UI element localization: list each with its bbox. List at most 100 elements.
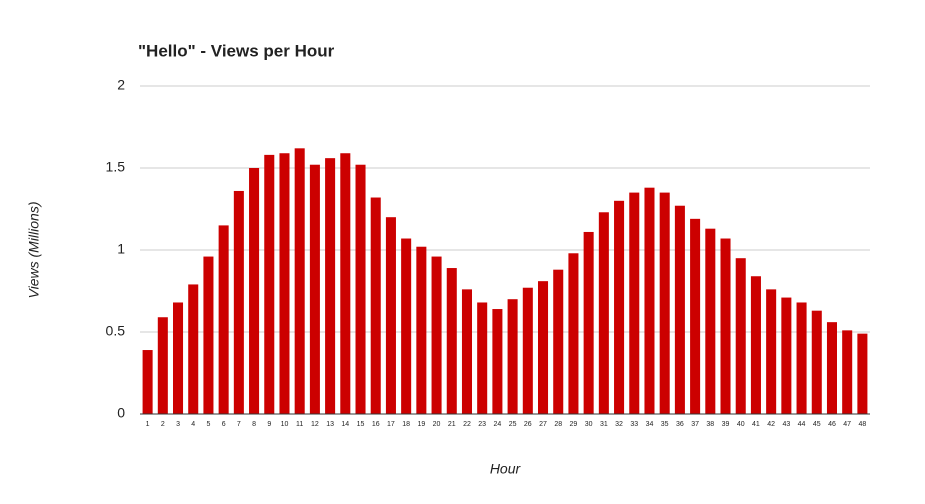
- x-tick-label: 13: [326, 421, 334, 428]
- x-tick-label: 28: [554, 421, 562, 428]
- bar: [492, 309, 503, 414]
- y-tick-label: 0: [117, 405, 125, 421]
- x-tick-label: 34: [646, 421, 654, 428]
- x-tick-label: 7: [237, 421, 241, 428]
- bar: [264, 154, 275, 414]
- bar: [568, 253, 579, 414]
- bar: [583, 231, 594, 414]
- bar: [188, 284, 199, 414]
- x-tick-label: 18: [402, 421, 410, 428]
- x-tick-label: 37: [691, 421, 699, 428]
- bar: [644, 187, 655, 414]
- x-tick-label: 27: [539, 421, 547, 428]
- bar: [614, 200, 625, 414]
- x-tick-label: 35: [661, 421, 669, 428]
- x-tick-label: 36: [676, 421, 684, 428]
- bar: [279, 153, 290, 415]
- x-tick-label: 47: [843, 421, 851, 428]
- bar: [659, 192, 670, 414]
- bar: [203, 256, 214, 414]
- x-tick-label: 4: [191, 421, 195, 428]
- x-tick-label: 41: [752, 421, 760, 428]
- bar: [811, 310, 822, 414]
- bar: [705, 228, 716, 414]
- bar: [796, 302, 807, 414]
- bar: [416, 246, 427, 414]
- x-tick-label: 29: [570, 421, 578, 428]
- x-tick-label: 39: [722, 421, 730, 428]
- bar: [598, 212, 609, 414]
- bar: [477, 302, 488, 414]
- x-tick-label: 31: [600, 421, 608, 428]
- x-tick-label: 33: [630, 421, 638, 428]
- bar: [233, 190, 244, 414]
- bar: [674, 205, 685, 414]
- bar: [857, 333, 868, 414]
- x-tick-label: 9: [267, 421, 271, 428]
- bar: [157, 317, 168, 414]
- x-tick-label: 24: [493, 421, 501, 428]
- y-tick-label: 1.5: [106, 159, 126, 175]
- bar: [294, 148, 305, 414]
- x-tick-label: 20: [433, 421, 441, 428]
- x-tick-label: 22: [463, 421, 471, 428]
- bar: [218, 225, 229, 414]
- y-tick-label: 1: [117, 241, 125, 257]
- bar: [355, 164, 366, 414]
- y-axis-label: Views (Millions): [26, 202, 42, 299]
- bar: [735, 258, 746, 414]
- bar: [522, 287, 533, 414]
- x-tick-label: 26: [524, 421, 532, 428]
- x-tick-label: 30: [585, 421, 593, 428]
- x-tick-label: 45: [813, 421, 821, 428]
- x-tick-label: 16: [372, 421, 380, 428]
- x-tick-label: 12: [311, 421, 319, 428]
- bar: [142, 350, 153, 414]
- x-tick-label: 1: [146, 421, 150, 428]
- bar: [750, 276, 761, 414]
- x-axis-label: Hour: [490, 461, 522, 477]
- bar: [173, 302, 184, 414]
- bar: [446, 268, 457, 414]
- bar: [507, 299, 518, 414]
- x-tick-label: 2: [161, 421, 165, 428]
- x-tick-label: 43: [782, 421, 790, 428]
- x-tick-label: 14: [341, 421, 349, 428]
- bar: [309, 164, 320, 414]
- bar: [781, 297, 792, 414]
- bar: [340, 153, 351, 415]
- bar: [249, 168, 260, 414]
- bar: [538, 281, 549, 414]
- bar: [826, 322, 837, 414]
- x-tick-label: 48: [858, 421, 866, 428]
- x-tick-label: 46: [828, 421, 836, 428]
- bar: [461, 289, 472, 414]
- x-tick-label: 11: [296, 421, 303, 428]
- bar: [385, 217, 396, 414]
- x-tick-label: 5: [206, 421, 210, 428]
- bar: [370, 197, 381, 414]
- y-tick-label: 0.5: [106, 323, 126, 339]
- x-tick-label: 25: [509, 421, 517, 428]
- bar: [720, 238, 731, 414]
- x-tick-label: 21: [448, 421, 456, 428]
- bar: [553, 269, 564, 414]
- x-tick-label: 19: [417, 421, 425, 428]
- bar: [325, 158, 336, 414]
- x-tick-label: 38: [706, 421, 714, 428]
- chart-title: "Hello" - Views per Hour: [138, 41, 335, 60]
- x-tick-label: 40: [737, 421, 745, 428]
- bar: [842, 330, 853, 414]
- x-tick-label: 15: [357, 421, 365, 428]
- x-tick-label: 32: [615, 421, 623, 428]
- bar: [766, 289, 777, 414]
- x-tick-label: 44: [798, 421, 806, 428]
- bar: [629, 192, 640, 414]
- x-tick-label: 42: [767, 421, 775, 428]
- x-tick-label: 17: [387, 421, 395, 428]
- x-tick-label: 10: [281, 421, 289, 428]
- x-tick-label: 6: [222, 421, 226, 428]
- bar: [690, 218, 701, 414]
- x-tick-label: 8: [252, 421, 256, 428]
